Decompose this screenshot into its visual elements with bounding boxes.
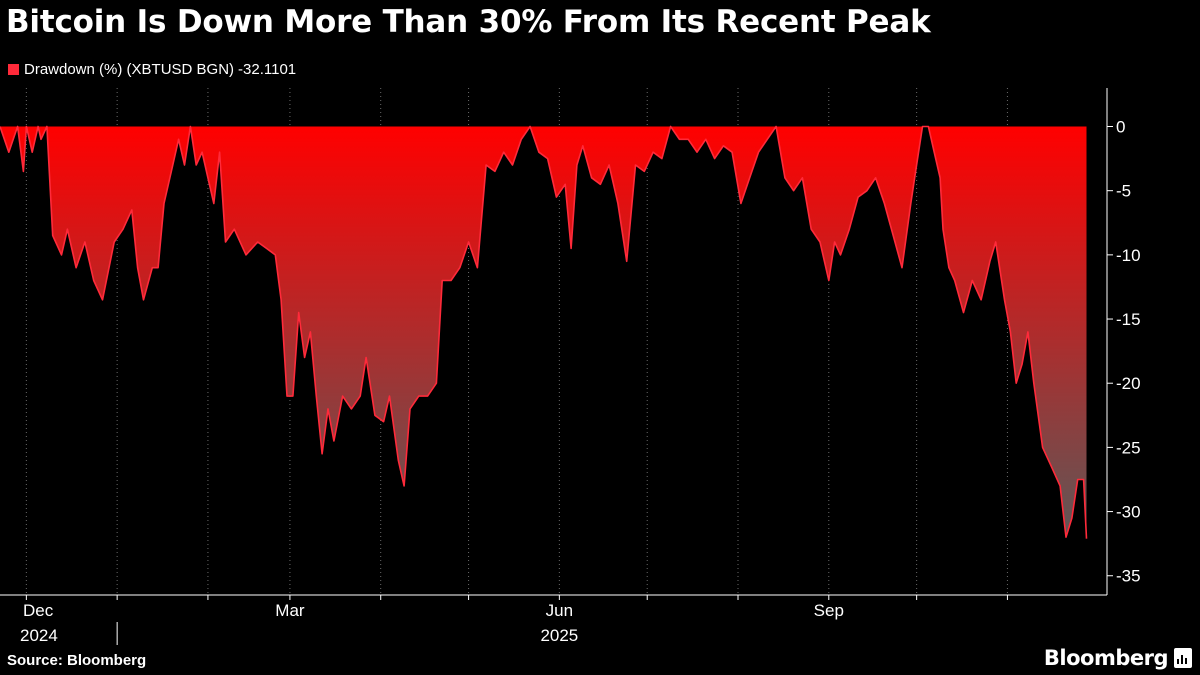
y-tick-label: -25 <box>1116 438 1141 457</box>
y-tick-label: -5 <box>1116 182 1131 201</box>
drawdown-area <box>0 126 1087 539</box>
x-tick-label: Mar <box>275 601 305 620</box>
brand-wordmark: Bloomberg <box>1043 646 1169 670</box>
legend-last-value: -32.1101 <box>238 61 297 78</box>
legend: Drawdown (%) (XBTUSD BGN) -32.1101 <box>8 61 296 78</box>
x-tick-label: Jun <box>546 601 573 620</box>
source-note: Source: Bloomberg <box>7 652 147 669</box>
x-year-label: 2024 <box>20 626 58 645</box>
x-year-label: 2025 <box>540 626 578 645</box>
axes: 0 -5 -10 -15 -20 -25 -30 -35 Dec 2024 Mar Jun 2025 Se… <box>0 88 1141 645</box>
y-tick-label: -10 <box>1116 246 1141 265</box>
y-tick-label: 0 <box>1116 118 1125 137</box>
drawdown-series-line <box>0 125 1088 539</box>
x-tick-label: Dec <box>23 601 54 620</box>
legend-series-name: Drawdown (%) (XBTUSD BGN) <box>24 61 235 78</box>
area-layer <box>0 125 1088 539</box>
bloomberg-logo-icon <box>1174 648 1192 668</box>
legend-swatch <box>8 64 19 75</box>
y-tick-label: -20 <box>1116 374 1141 393</box>
y-tick-label: -15 <box>1116 310 1141 329</box>
x-tick-label: Sep <box>814 601 844 620</box>
y-tick-label: -30 <box>1116 503 1141 522</box>
y-tick-label: -35 <box>1116 567 1141 586</box>
chart-title: Bitcoin Is Down More Than 30% From Its R… <box>6 4 931 40</box>
brand: Bloomberg <box>1044 646 1192 670</box>
